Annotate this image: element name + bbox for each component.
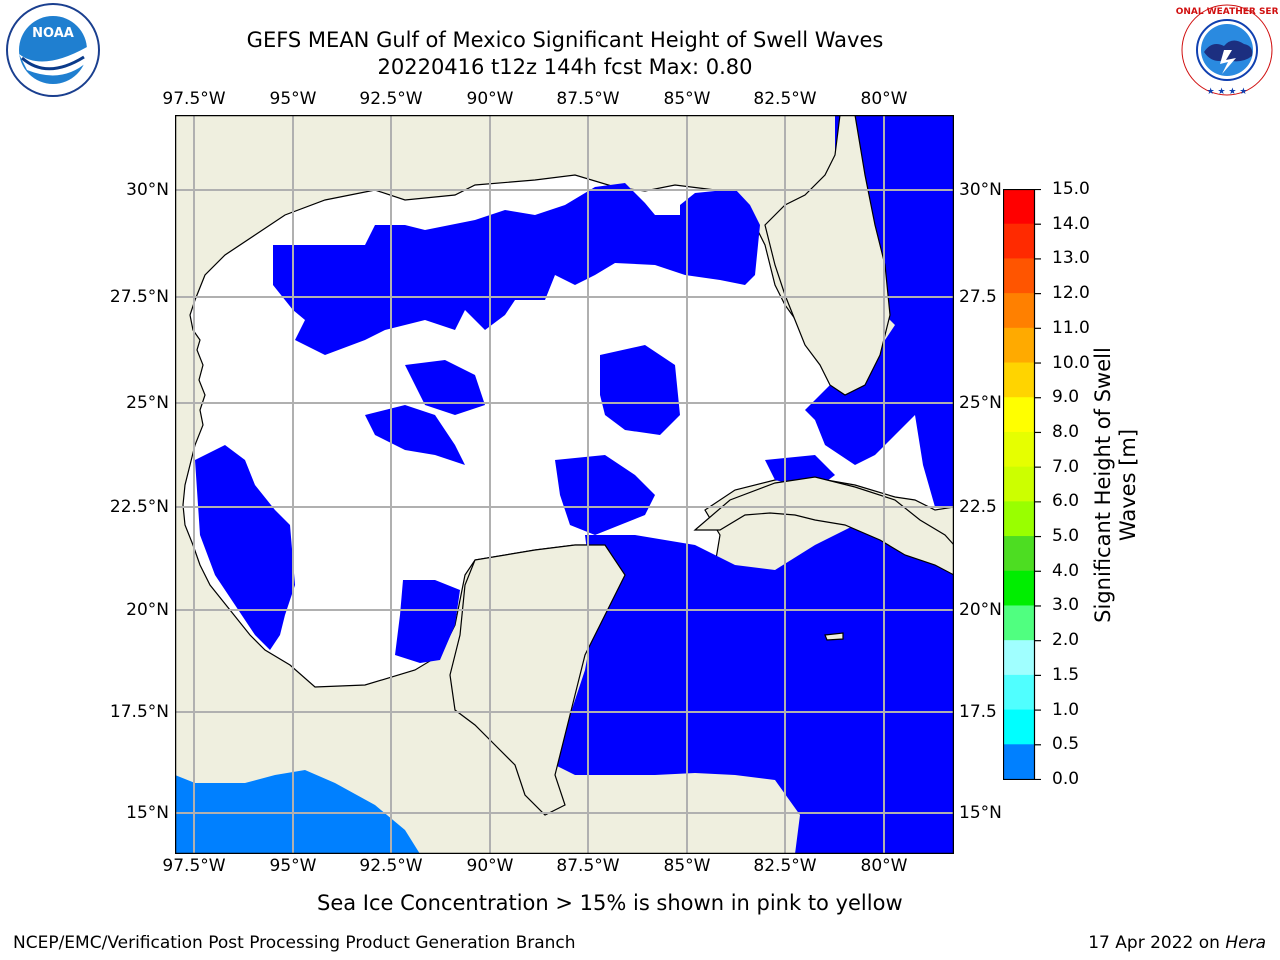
florida-peninsula xyxy=(764,115,891,396)
lon-tick-top: 87.5°W xyxy=(556,89,620,109)
lon-tick-top: 95°W xyxy=(269,89,317,109)
cuba xyxy=(693,476,954,576)
lon-tick-top: 92.5°W xyxy=(359,89,423,109)
colorbar-label: 12.0 xyxy=(1052,283,1090,304)
yucatan-peninsula xyxy=(449,544,626,816)
colorbar xyxy=(1003,189,1041,780)
footer-date: 17 Apr 2022 on Hera xyxy=(1088,933,1266,953)
lon-tick-top: 85°W xyxy=(663,89,711,109)
lat-tick-left: 27.5°N xyxy=(109,287,169,307)
colorbar-title-line2: Waves [m] xyxy=(1116,428,1140,542)
national-weather-service-logo: NATIONAL WEATHER SERVICE ★ ★ ★ ★ xyxy=(1152,0,1280,100)
swell-band-0-0.5 xyxy=(195,115,954,854)
colorbar-label: 10.0 xyxy=(1052,352,1090,373)
colorbar-segment xyxy=(1003,570,1035,606)
footer-branch: NCEP/EMC/Verification Post Processing Pr… xyxy=(13,933,576,953)
footer-date-text: 17 Apr 2022 on xyxy=(1088,933,1226,953)
lon-tick-bottom: 95°W xyxy=(269,856,317,876)
colorbar-label: 9.0 xyxy=(1052,387,1080,408)
lon-tick-bottom: 90°W xyxy=(466,856,514,876)
colorbar-label: 8.0 xyxy=(1052,421,1080,442)
colorbar-segment xyxy=(1003,189,1035,225)
colorbar-label: 0.5 xyxy=(1052,734,1080,755)
colorbar-segment xyxy=(1003,640,1035,676)
colorbar-title-line1: Significant Height of Swell xyxy=(1091,347,1115,623)
colorbar-segment xyxy=(1003,744,1035,780)
map-frame xyxy=(175,115,954,854)
lon-tick-bottom: 97.5°W xyxy=(162,856,226,876)
colorbar-title: Significant Height of Swell Waves [m] xyxy=(1091,335,1141,635)
colorbar-segment xyxy=(1003,258,1035,294)
lon-tick-top: 80°W xyxy=(860,89,908,109)
colorbar-label: 4.0 xyxy=(1052,560,1080,581)
lat-tick-right: 25°N xyxy=(959,393,1002,413)
colorbar-segment xyxy=(1003,431,1035,468)
colorbar-segment xyxy=(1003,362,1035,398)
lat-tick-right: 17.5 xyxy=(959,702,997,722)
lat-tick-right: 15°N xyxy=(959,803,1002,823)
colorbar-segment xyxy=(1003,709,1035,745)
colorbar-segments xyxy=(1003,189,1035,780)
colorbar-label: 1.5 xyxy=(1052,664,1080,685)
colorbar-label: 0.0 xyxy=(1052,769,1080,789)
lat-tick-left: 20°N xyxy=(126,600,169,620)
lon-tick-top: 97.5°W xyxy=(162,89,226,109)
nws-logo-stars: ★ ★ ★ ★ xyxy=(1207,87,1248,97)
colorbar-label: 15.0 xyxy=(1052,179,1090,199)
lon-tick-bottom: 92.5°W xyxy=(359,856,423,876)
colorbar-segment xyxy=(1003,293,1035,329)
noaa-logo: NOAA xyxy=(2,2,104,98)
jamaica xyxy=(824,632,844,641)
lat-tick-right: 20°N xyxy=(959,600,1002,620)
colorbar-segment xyxy=(1003,223,1035,259)
lon-tick-bottom: 82.5°W xyxy=(753,856,817,876)
noaa-logo-text: NOAA xyxy=(32,26,74,41)
colorbar-label: 3.0 xyxy=(1052,595,1080,616)
lon-tick-bottom: 85°W xyxy=(663,856,711,876)
lon-tick-top: 90°W xyxy=(466,89,514,109)
colorbar-label: 5.0 xyxy=(1052,526,1080,547)
colorbar-label: 14.0 xyxy=(1052,213,1090,234)
colorbar-segment xyxy=(1003,466,1035,502)
lat-tick-right: 30°N xyxy=(959,180,1002,200)
colorbar-segment xyxy=(1003,605,1035,641)
lat-tick-right: 22.5 xyxy=(959,497,997,517)
colorbar-label: 1.0 xyxy=(1052,699,1080,720)
map-panel xyxy=(175,115,954,854)
lat-tick-left: 17.5°N xyxy=(109,702,169,722)
colorbar-segment xyxy=(1003,536,1035,572)
sea-ice-note: Sea Ice Concentration > 15% is shown in … xyxy=(317,891,903,915)
footer-host: Hera xyxy=(1225,933,1266,953)
lat-tick-left: 15°N xyxy=(126,803,169,823)
lat-tick-left: 22.5°N xyxy=(109,497,169,517)
plot-subtitle: 20220416 t12z 144h fcst Max: 0.80 xyxy=(377,55,753,79)
colorbar-segment xyxy=(1003,327,1035,364)
colorbar-label: 11.0 xyxy=(1052,317,1090,338)
lon-tick-top: 82.5°W xyxy=(753,89,817,109)
lat-tick-left: 25°N xyxy=(126,393,169,413)
colorbar-segment xyxy=(1003,501,1035,537)
lat-tick-left: 30°N xyxy=(126,180,169,200)
colorbar-label: 6.0 xyxy=(1052,491,1080,512)
colorbar-segment xyxy=(1003,397,1035,433)
map-gridlines xyxy=(175,115,954,854)
colorbar-segment xyxy=(1003,674,1035,711)
lon-tick-bottom: 87.5°W xyxy=(556,856,620,876)
lon-tick-bottom: 80°W xyxy=(860,856,908,876)
colorbar-label: 13.0 xyxy=(1052,248,1090,269)
plot-title: GEFS MEAN Gulf of Mexico Significant Hei… xyxy=(246,28,884,52)
colorbar-label: 2.0 xyxy=(1052,630,1080,651)
land-masses xyxy=(449,115,954,816)
colorbar-label: 7.0 xyxy=(1052,456,1080,477)
nws-logo-text: NATIONAL WEATHER SERVICE xyxy=(1176,7,1278,17)
lat-tick-right: 27.5 xyxy=(959,287,997,307)
